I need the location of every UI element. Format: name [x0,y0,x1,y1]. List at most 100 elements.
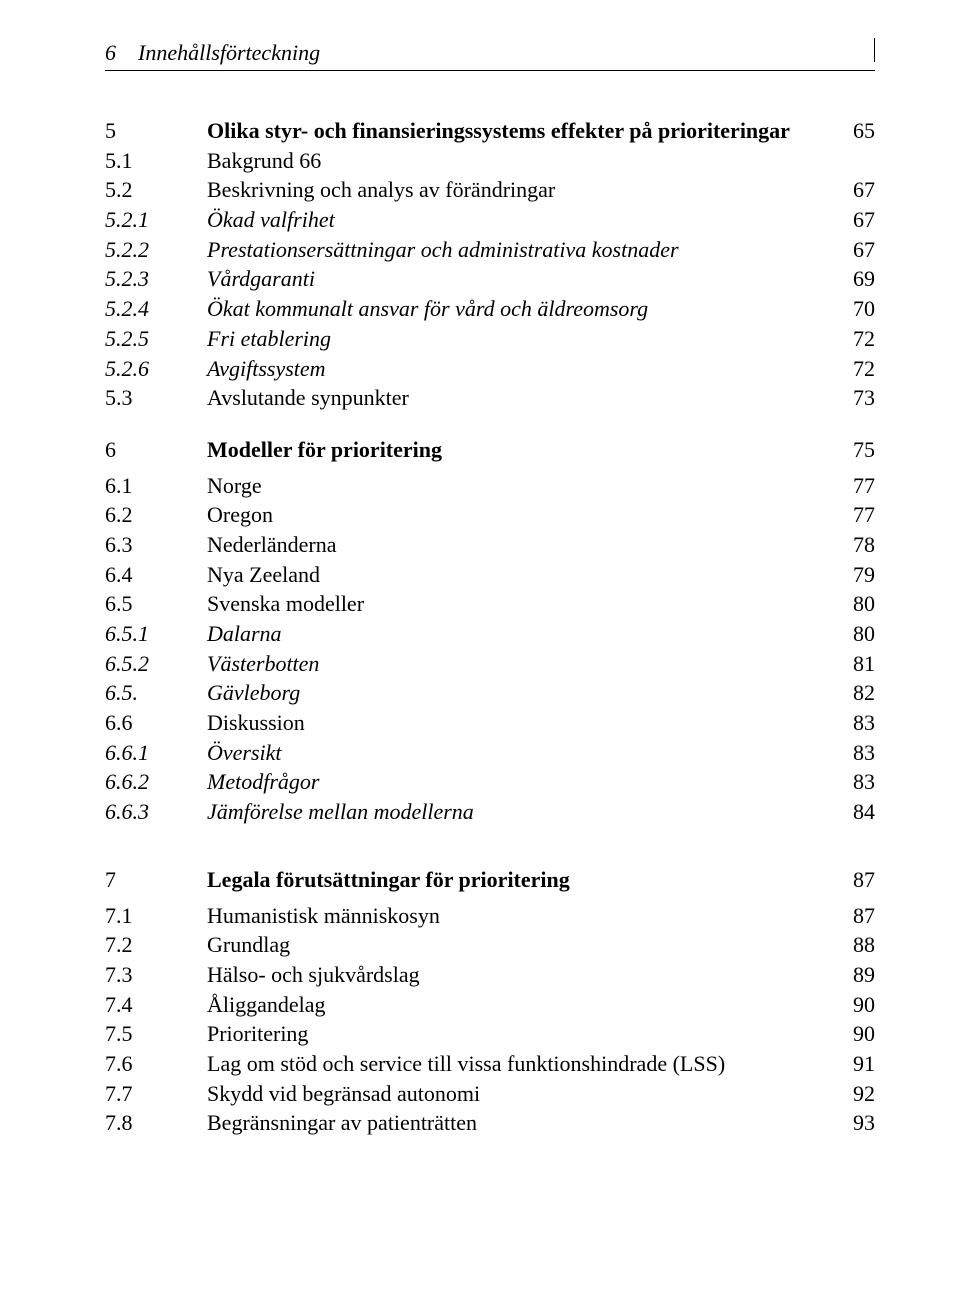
toc-row: 5.2.2Prestationsersättningar och adminis… [105,235,875,265]
toc-row: 5.2.1Ökad valfrihet67 [105,205,875,235]
toc-title: Jämförelse mellan modellerna [207,797,839,827]
toc-row: 6.6.1Översikt83 [105,738,875,768]
toc-title: Oregon [207,500,839,530]
toc-number: 7.1 [105,901,207,931]
toc-title: Nederländerna [207,530,839,560]
toc-title: Modeller för prioritering [207,435,839,465]
page-number: 6 [105,40,116,66]
toc-row: 7.5Prioritering90 [105,1019,875,1049]
toc-number: 6.6.2 [105,767,207,797]
toc-page: 69 [839,264,875,294]
toc-page: 67 [839,175,875,205]
toc-number: 5.1 [105,146,207,176]
toc-number: 5.2.6 [105,354,207,384]
toc-title: Ökad valfrihet [207,205,839,235]
toc-row: 6.6Diskussion83 [105,708,875,738]
toc-page: 72 [839,324,875,354]
toc-title: Lag om stöd och service till vissa funkt… [207,1049,839,1079]
toc-row: 6.6.2Metodfrågor83 [105,767,875,797]
toc-number: 6.5 [105,589,207,619]
toc-number: 6.3 [105,530,207,560]
table-of-contents: 5Olika styr- och finansieringssystems ef… [105,78,875,1138]
spacer [105,413,875,435]
toc-number: 7.2 [105,930,207,960]
toc-title: Svenska modeller [207,589,839,619]
toc-title: Prestationsersättningar och administrati… [207,235,839,265]
toc-page: 90 [839,990,875,1020]
toc-row: 6.5.Gävleborg82 [105,678,875,708]
toc-page: 87 [839,865,875,895]
spacer [105,78,875,116]
toc-number: 6.5. [105,678,207,708]
toc-number: 6.4 [105,560,207,590]
toc-title: Avgiftssystem [207,354,839,384]
toc-title: Prioritering [207,1019,839,1049]
toc-page: 72 [839,354,875,384]
toc-title: Grundlag [207,930,839,960]
toc-row: 6.5Svenska modeller80 [105,589,875,619]
toc-row: 7.1Humanistisk människosyn87 [105,901,875,931]
toc-page: 82 [839,678,875,708]
toc-row: 7Legala förutsättningar för prioritering… [105,865,875,895]
toc-number: 6.5.1 [105,619,207,649]
toc-number: 5.3 [105,383,207,413]
toc-row: 5.2.4Ökat kommunalt ansvar för vård och … [105,294,875,324]
toc-title: Åliggandelag [207,990,839,1020]
toc-title: Beskrivning och analys av förändringar [207,175,839,205]
toc-row: 6.3Nederländerna78 [105,530,875,560]
toc-number: 6.1 [105,471,207,501]
toc-row: 6.6.3Jämförelse mellan modellerna84 [105,797,875,827]
toc-page: 89 [839,960,875,990]
toc-page: 79 [839,560,875,590]
toc-row: 5Olika styr- och finansieringssystems ef… [105,116,875,146]
toc-title: Humanistisk människosyn [207,901,839,931]
toc-row: 5.2.6Avgiftssystem72 [105,354,875,384]
toc-title: Ökat kommunalt ansvar för vård och äldre… [207,294,839,324]
toc-number: 7.8 [105,1108,207,1138]
toc-number: 6.5.2 [105,649,207,679]
toc-page: 83 [839,738,875,768]
toc-title: Metodfrågor [207,767,839,797]
toc-title: Skydd vid begränsad autonomi [207,1079,839,1109]
toc-row: 6.5.2Västerbotten81 [105,649,875,679]
toc-row: 7.8Begränsningar av patienträtten93 [105,1108,875,1138]
toc-row: 7.6Lag om stöd och service till vissa fu… [105,1049,875,1079]
toc-number: 5.2.1 [105,205,207,235]
toc-number: 5.2 [105,175,207,205]
toc-page: 84 [839,797,875,827]
toc-row: 6.1Norge77 [105,471,875,501]
toc-row: 5.2Beskrivning och analys av förändringa… [105,175,875,205]
running-title: Innehållsförteckning [138,40,320,66]
toc-title: Nya Zeeland [207,560,839,590]
toc-page: 67 [839,235,875,265]
header-separator [874,38,876,62]
toc-page: 87 [839,901,875,931]
toc-page: 75 [839,435,875,465]
toc-title: Fri etablering [207,324,839,354]
toc-number: 6.6 [105,708,207,738]
toc-row: 6.4Nya Zeeland79 [105,560,875,590]
toc-row: 7.3Hälso- och sjukvårdslag89 [105,960,875,990]
toc-number: 7 [105,865,207,895]
toc-title: Legala förutsättningar för prioritering [207,865,839,895]
toc-page: 73 [839,383,875,413]
toc-title: Diskussion [207,708,839,738]
toc-row: 5.2.3Vårdgaranti69 [105,264,875,294]
toc-title: Västerbotten [207,649,839,679]
toc-page: 92 [839,1079,875,1109]
toc-title: Gävleborg [207,678,839,708]
toc-title: Vårdgaranti [207,264,839,294]
toc-page: 83 [839,767,875,797]
toc-title: Hälso- och sjukvårdslag [207,960,839,990]
toc-number: 7.3 [105,960,207,990]
toc-number: 7.4 [105,990,207,1020]
toc-title: Avslutande synpunkter [207,383,839,413]
document-page: 6 Innehållsförteckning 5Olika styr- och … [0,0,960,1303]
toc-row: 7.2Grundlag88 [105,930,875,960]
toc-row: 5.2.5Fri etablering72 [105,324,875,354]
toc-page: 80 [839,589,875,619]
toc-title: Norge [207,471,839,501]
toc-number: 5.2.2 [105,235,207,265]
toc-page: 90 [839,1019,875,1049]
toc-page: 77 [839,471,875,501]
